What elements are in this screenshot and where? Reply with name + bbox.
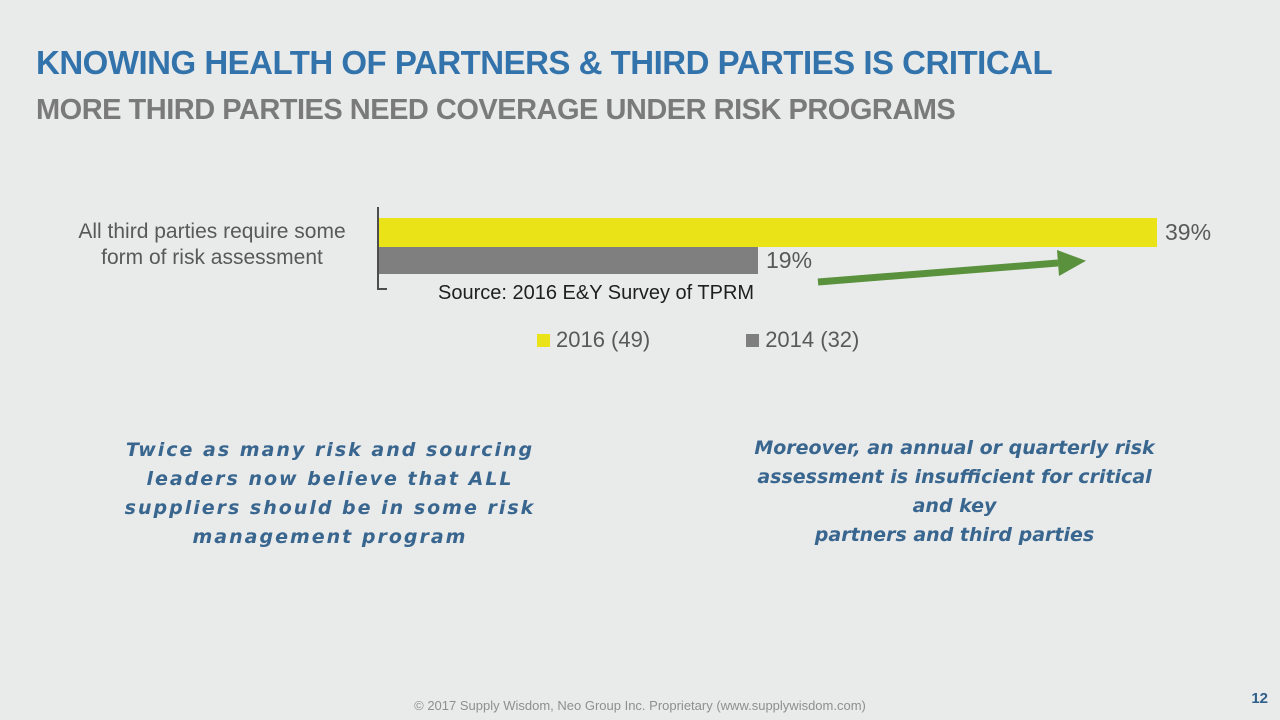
legend-label: 2016 (49) bbox=[556, 327, 651, 352]
legend-label: 2014 (32) bbox=[765, 327, 860, 352]
bar-value-label: 39% bbox=[1165, 219, 1212, 245]
callout-left-line4: management program bbox=[192, 526, 468, 548]
bar-value-label: 19% bbox=[766, 247, 813, 273]
bar-row: 19% bbox=[379, 247, 1211, 274]
legend-item: 2016 (49) bbox=[537, 327, 650, 353]
callout-right-line2: assessment is insufficient for critical … bbox=[757, 466, 1152, 517]
callout-left-line1: Twice as many risk and sourcing bbox=[125, 439, 535, 461]
legend-swatch-icon bbox=[746, 333, 760, 347]
bar-series-2016 (49) bbox=[379, 218, 1157, 247]
growth-arrow-icon bbox=[817, 250, 1086, 286]
slide-subtitle: MORE THIRD PARTIES NEED COVERAGE UNDER R… bbox=[36, 94, 956, 126]
legend: 2016 (49) 2014 (32) bbox=[537, 327, 859, 353]
chart-category-label: All third parties require some form of r… bbox=[56, 219, 368, 271]
growth-arrow-shaft bbox=[817, 259, 1059, 286]
bar-rows: 39% 19% bbox=[379, 218, 1211, 274]
chart-category-label-line1: All third parties require some bbox=[78, 220, 346, 243]
callout-left-line3: suppliers should be in some risk bbox=[124, 497, 536, 519]
chart-axis-tick bbox=[377, 288, 387, 290]
callout-left-line2: leaders now believe that ALL bbox=[146, 468, 514, 490]
bar-row: 39% bbox=[379, 218, 1211, 247]
slide-title: KNOWING HEALTH OF PARTNERS & THIRD PARTI… bbox=[36, 44, 1053, 81]
callout-right: Moreover, an annual or quarterly risk as… bbox=[742, 434, 1167, 550]
growth-arrow-head bbox=[1057, 250, 1086, 276]
callout-right-line1: Moreover, an annual or quarterly risk bbox=[754, 437, 1155, 459]
legend-item: 2014 (32) bbox=[746, 327, 859, 353]
bar-series-2014 (32) bbox=[379, 247, 759, 274]
callout-left: Twice as many risk and sourcing leaders … bbox=[120, 436, 540, 552]
chart-source-note: Source: 2016 E&Y Survey of TPRM bbox=[438, 282, 755, 304]
slide-footer: © 2017 Supply Wisdom, Neo Group Inc. Pro… bbox=[414, 698, 866, 713]
chart-axis-line bbox=[377, 207, 379, 290]
callout-right-line3: partners and third parties bbox=[814, 524, 1095, 546]
legend-swatch-icon bbox=[537, 333, 550, 347]
page-number: 12 bbox=[1251, 690, 1268, 707]
chart-category-label-line2: form of risk assessment bbox=[101, 246, 323, 269]
